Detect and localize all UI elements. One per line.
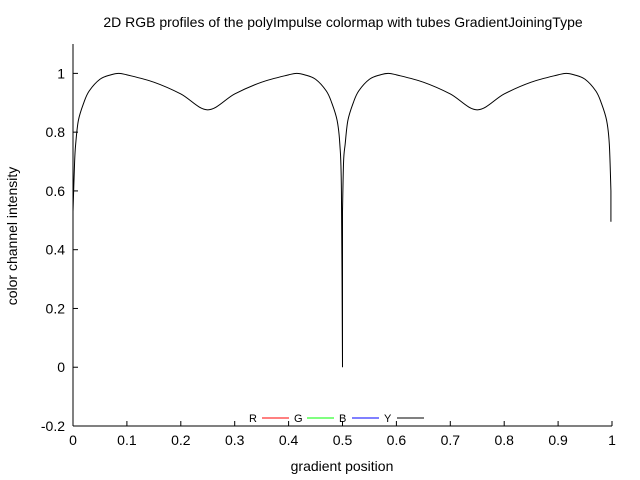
x-axis-label: gradient position [291,458,394,474]
y-axis-ticks: -0.2 0 0.2 0.4 0.6 0.8 1 [41,65,78,434]
x-tick-label: 0.3 [225,432,245,448]
legend-label-g: G [294,413,303,425]
y-tick-label: 0.2 [46,300,66,316]
y-tick-label: 1 [57,65,65,81]
y-axis-label: color channel intensity [4,167,20,306]
y-tick-label: 0.8 [46,124,66,140]
y-tick-label: 0.6 [46,183,66,199]
x-tick-label: 0.4 [279,432,299,448]
x-tick-label: 0.1 [117,432,137,448]
x-axis-ticks: 0 0.1 0.2 0.3 0.4 0.5 0.6 0.7 0.8 0.9 1 [69,421,616,448]
x-tick-label: 0.7 [441,432,461,448]
x-tick-label: 1 [608,432,616,448]
series-lines [72,72,612,368]
legend-label-r: R [249,413,257,425]
y-tick-label: -0.2 [41,418,65,434]
x-tick-label: 0.8 [494,432,514,448]
x-tick-label: 0.6 [387,432,407,448]
x-tick-label: 0.5 [333,432,353,448]
legend-label-b: B [339,413,346,425]
legend-label-y: Y [384,413,392,425]
x-tick-label: 0 [69,432,77,448]
x-tick-label: 0.9 [548,432,568,448]
y-tick-label: 0 [57,359,65,375]
series-line-y [72,72,612,368]
y-tick-label: 0.4 [46,242,66,258]
x-tick-label: 0.2 [171,432,191,448]
chart-title: 2D RGB profiles of the polyImpulse color… [103,14,583,30]
